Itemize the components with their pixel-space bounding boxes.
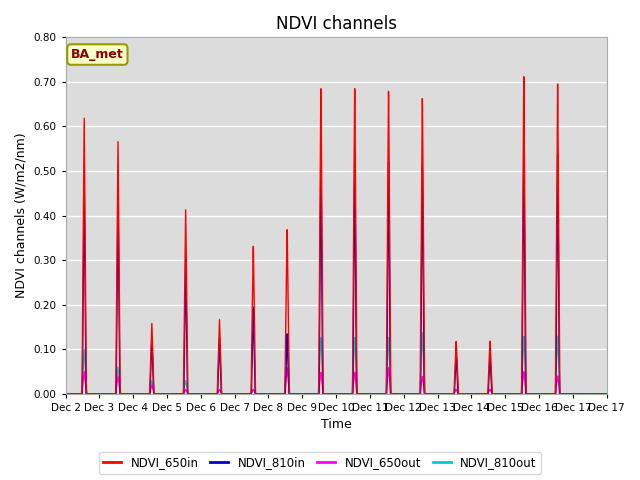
Legend: NDVI_650in, NDVI_810in, NDVI_650out, NDVI_810out: NDVI_650in, NDVI_810in, NDVI_650out, NDV… bbox=[99, 452, 541, 474]
X-axis label: Time: Time bbox=[321, 419, 351, 432]
Y-axis label: NDVI channels (W/m2/nm): NDVI channels (W/m2/nm) bbox=[15, 133, 28, 299]
Title: NDVI channels: NDVI channels bbox=[276, 15, 397, 33]
Text: BA_met: BA_met bbox=[71, 48, 124, 61]
